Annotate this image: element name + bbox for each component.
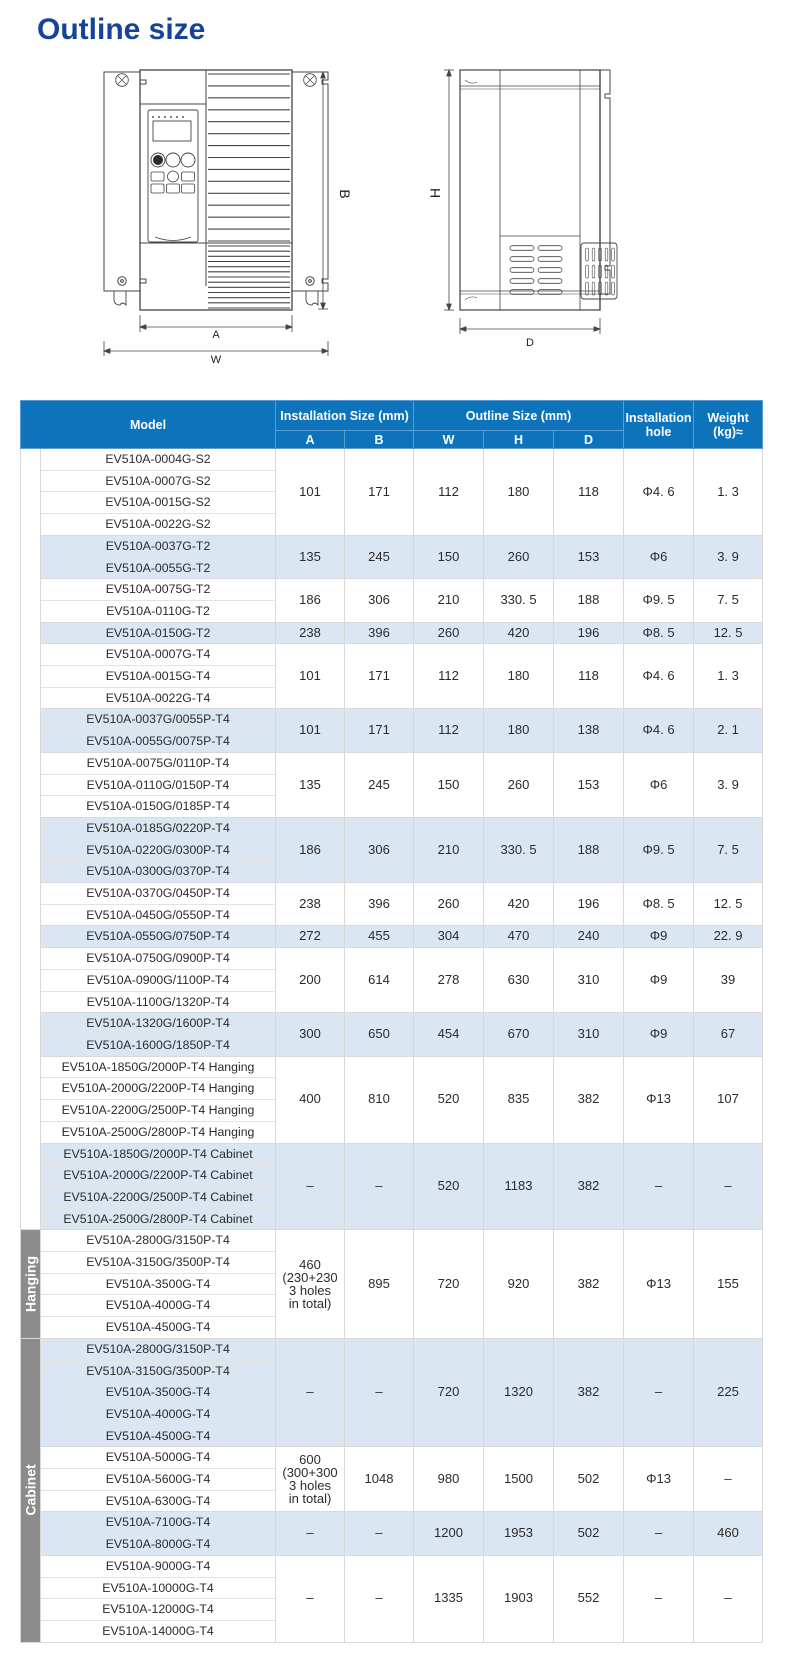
svg-text:B: B <box>337 189 353 198</box>
svg-text:D: D <box>526 337 534 349</box>
svg-text:A: A <box>212 329 220 341</box>
svg-text:W: W <box>211 354 222 366</box>
svg-text:H: H <box>427 188 443 198</box>
